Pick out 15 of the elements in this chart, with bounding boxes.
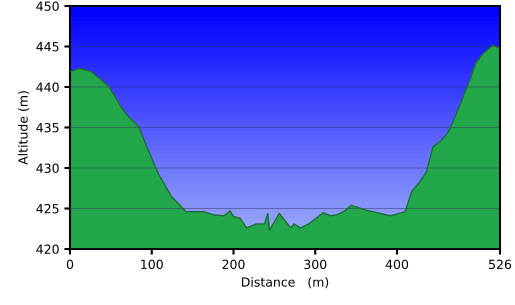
y-tick-label: 445: [36, 42, 58, 52]
y-tick-label: 440: [36, 82, 59, 92]
y-tick-label: 430: [36, 163, 59, 173]
y-tick-label: 435: [36, 122, 58, 132]
y-tick-label: 450: [36, 1, 59, 11]
x-tick-label: 100: [141, 260, 163, 270]
x-axis-title: Distance (m): [242, 277, 328, 288]
x-tick-label: 526: [489, 260, 512, 270]
y-tick-label: 425: [36, 204, 58, 214]
x-tick-label: 0: [66, 260, 74, 270]
x-tick-label: 400: [386, 260, 408, 270]
x-tick-label: 200: [222, 260, 245, 270]
y-tick-label: 420: [36, 244, 59, 254]
y-axis-title: Altitude (m): [18, 91, 30, 165]
x-tick-label: 300: [304, 260, 326, 270]
